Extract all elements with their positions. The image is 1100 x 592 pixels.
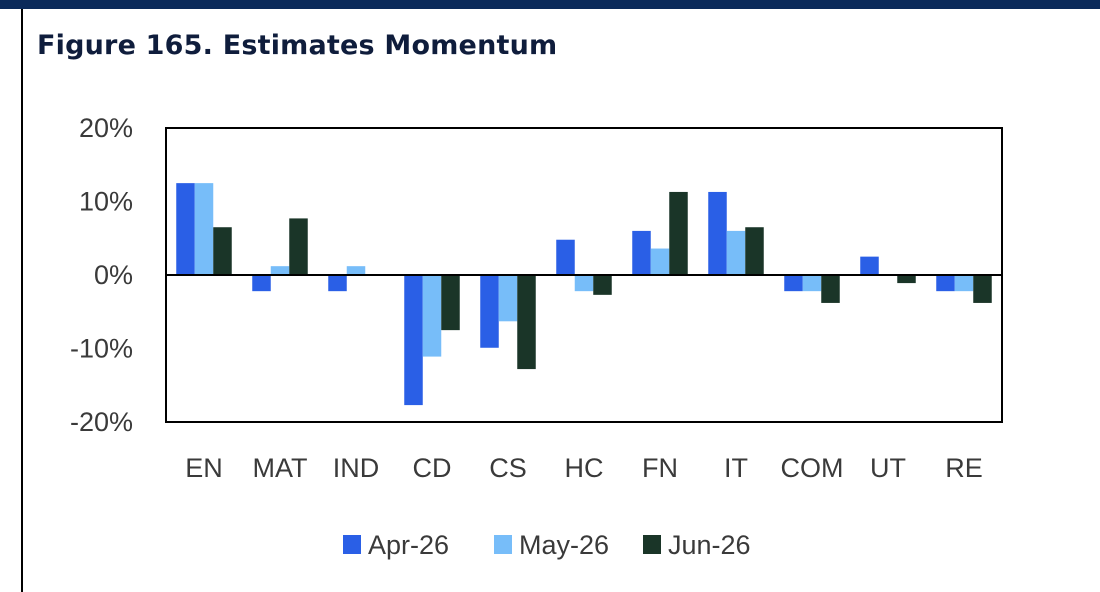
bar-may-26-cs	[498, 275, 518, 322]
bar-jun-26-ut	[897, 275, 916, 284]
legend-label-jun-26: Jun-26	[668, 530, 751, 560]
x-tick-label: COM	[781, 453, 844, 483]
y-tick-label: 20%	[79, 113, 133, 143]
x-tick-label: UT	[870, 453, 906, 483]
y-tick-label: 0%	[94, 260, 133, 290]
bar-jun-26-en	[213, 227, 232, 275]
x-tick-label: RE	[945, 453, 983, 483]
legend-label-apr-26: Apr-26	[368, 530, 449, 560]
bar-may-26-mat	[270, 266, 290, 275]
bar-jun-26-com	[821, 275, 840, 303]
bar-may-26-fn	[650, 248, 670, 275]
bar-apr-26-ind	[328, 275, 347, 292]
left-border	[21, 9, 23, 592]
bar-may-26-hc	[574, 275, 594, 292]
bar-apr-26-cs	[480, 275, 499, 348]
x-tick-label: EN	[185, 453, 223, 483]
bar-apr-26-hc	[556, 239, 575, 275]
bar-apr-26-re	[936, 275, 955, 292]
bar-jun-26-cd	[441, 275, 460, 331]
figure-title: Figure 165. Estimates Momentum	[37, 30, 558, 61]
x-tick-label: HC	[565, 453, 604, 483]
legend-swatch-jun-26	[643, 535, 661, 554]
x-tick-label: IND	[333, 453, 380, 483]
bar-may-26-it	[726, 230, 746, 275]
legend-swatch-may-26	[494, 535, 512, 554]
bar-apr-26-mat	[252, 275, 271, 292]
x-tick-label: MAT	[253, 453, 308, 483]
bar-may-26-re	[954, 275, 974, 292]
bar-apr-26-ut	[860, 256, 879, 276]
bar-jun-26-fn	[669, 191, 688, 275]
bar-may-26-cd	[422, 275, 442, 357]
bar-apr-26-com	[784, 275, 803, 292]
x-tick-label: FN	[642, 453, 678, 483]
y-tick-label: -10%	[70, 334, 133, 364]
header-rule	[0, 0, 1100, 9]
bar-may-26-com	[802, 275, 822, 292]
bar-jun-26-hc	[593, 275, 612, 295]
x-tick-label: CS	[489, 453, 527, 483]
bar-jun-26-re	[973, 275, 992, 303]
x-tick-label: IT	[724, 453, 748, 483]
x-tick-label: CD	[413, 453, 452, 483]
bar-apr-26-it	[708, 191, 727, 275]
bar-apr-26-en	[176, 183, 195, 276]
bar-may-26-en	[194, 183, 214, 276]
y-tick-label: -20%	[70, 407, 133, 437]
legend-swatch-apr-26	[343, 535, 361, 554]
legend-label-may-26: May-26	[519, 530, 609, 560]
bar-jun-26-mat	[289, 218, 308, 275]
bar-may-26-ind	[346, 266, 366, 275]
y-tick-label: 10%	[79, 187, 133, 217]
bar-apr-26-cd	[404, 275, 423, 406]
bar-apr-26-fn	[632, 230, 651, 275]
bar-jun-26-it	[745, 227, 764, 275]
bar-jun-26-cs	[517, 275, 536, 370]
